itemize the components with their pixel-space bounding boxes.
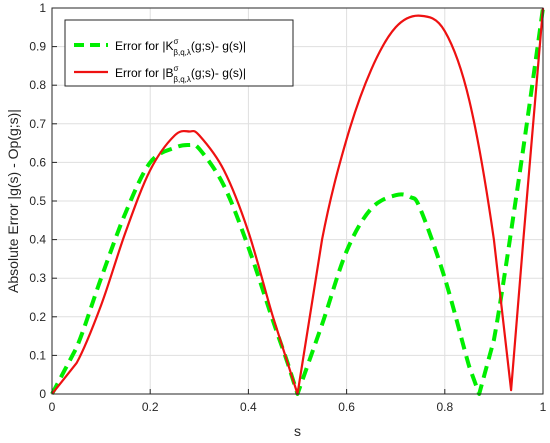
legend-label-series-2: Error for |Bσ β,q,λ(g;s)- g(s)| [115, 64, 246, 84]
y-tick-label: 0.5 [29, 194, 46, 208]
y-tick-label: 0.6 [29, 155, 46, 169]
series-1-line [50, 7, 545, 396]
y-tick-label: 0.1 [29, 348, 46, 362]
x-tick-label: 0 [49, 400, 56, 414]
ticks: 0 0.2 0.4 0.6 0.8 1 0 0.1 0.2 0.3 0.4 0.5 0.6 0.7 0.8 0… [29, 1, 546, 414]
y-tick-label: 0.9 [29, 40, 46, 54]
x-tick-label: 1 [540, 400, 547, 414]
y-axis-title: Absolute Error |g(s) - Op(g;s)| [5, 109, 21, 293]
legend: Error for |Kσ β,q,λ(g;s)- g(s)| Error for… [64, 19, 294, 87]
legend-label-series-1: Error for |Kσ β,q,λ(g;s)- g(s)| [115, 37, 246, 57]
x-tick-label: 0.2 [142, 400, 159, 414]
x-tick-label: 0.6 [338, 400, 355, 414]
y-tick-label: 0 [39, 387, 46, 401]
y-tick-label: 0.3 [29, 271, 46, 285]
x-axis-title: s [294, 423, 301, 439]
y-tick-label: 1 [39, 1, 46, 15]
y-tick-label: 0.8 [29, 78, 46, 92]
legend-box [64, 19, 294, 87]
series-layer [50, 7, 545, 396]
x-tick-label: 0.8 [436, 400, 453, 414]
y-tick-label: 0.4 [29, 233, 46, 247]
x-tick-label: 0.4 [240, 400, 257, 414]
series-2-line [51, 7, 545, 396]
y-tick-label: 0.7 [29, 117, 46, 131]
y-tick-label: 0.2 [29, 310, 46, 324]
